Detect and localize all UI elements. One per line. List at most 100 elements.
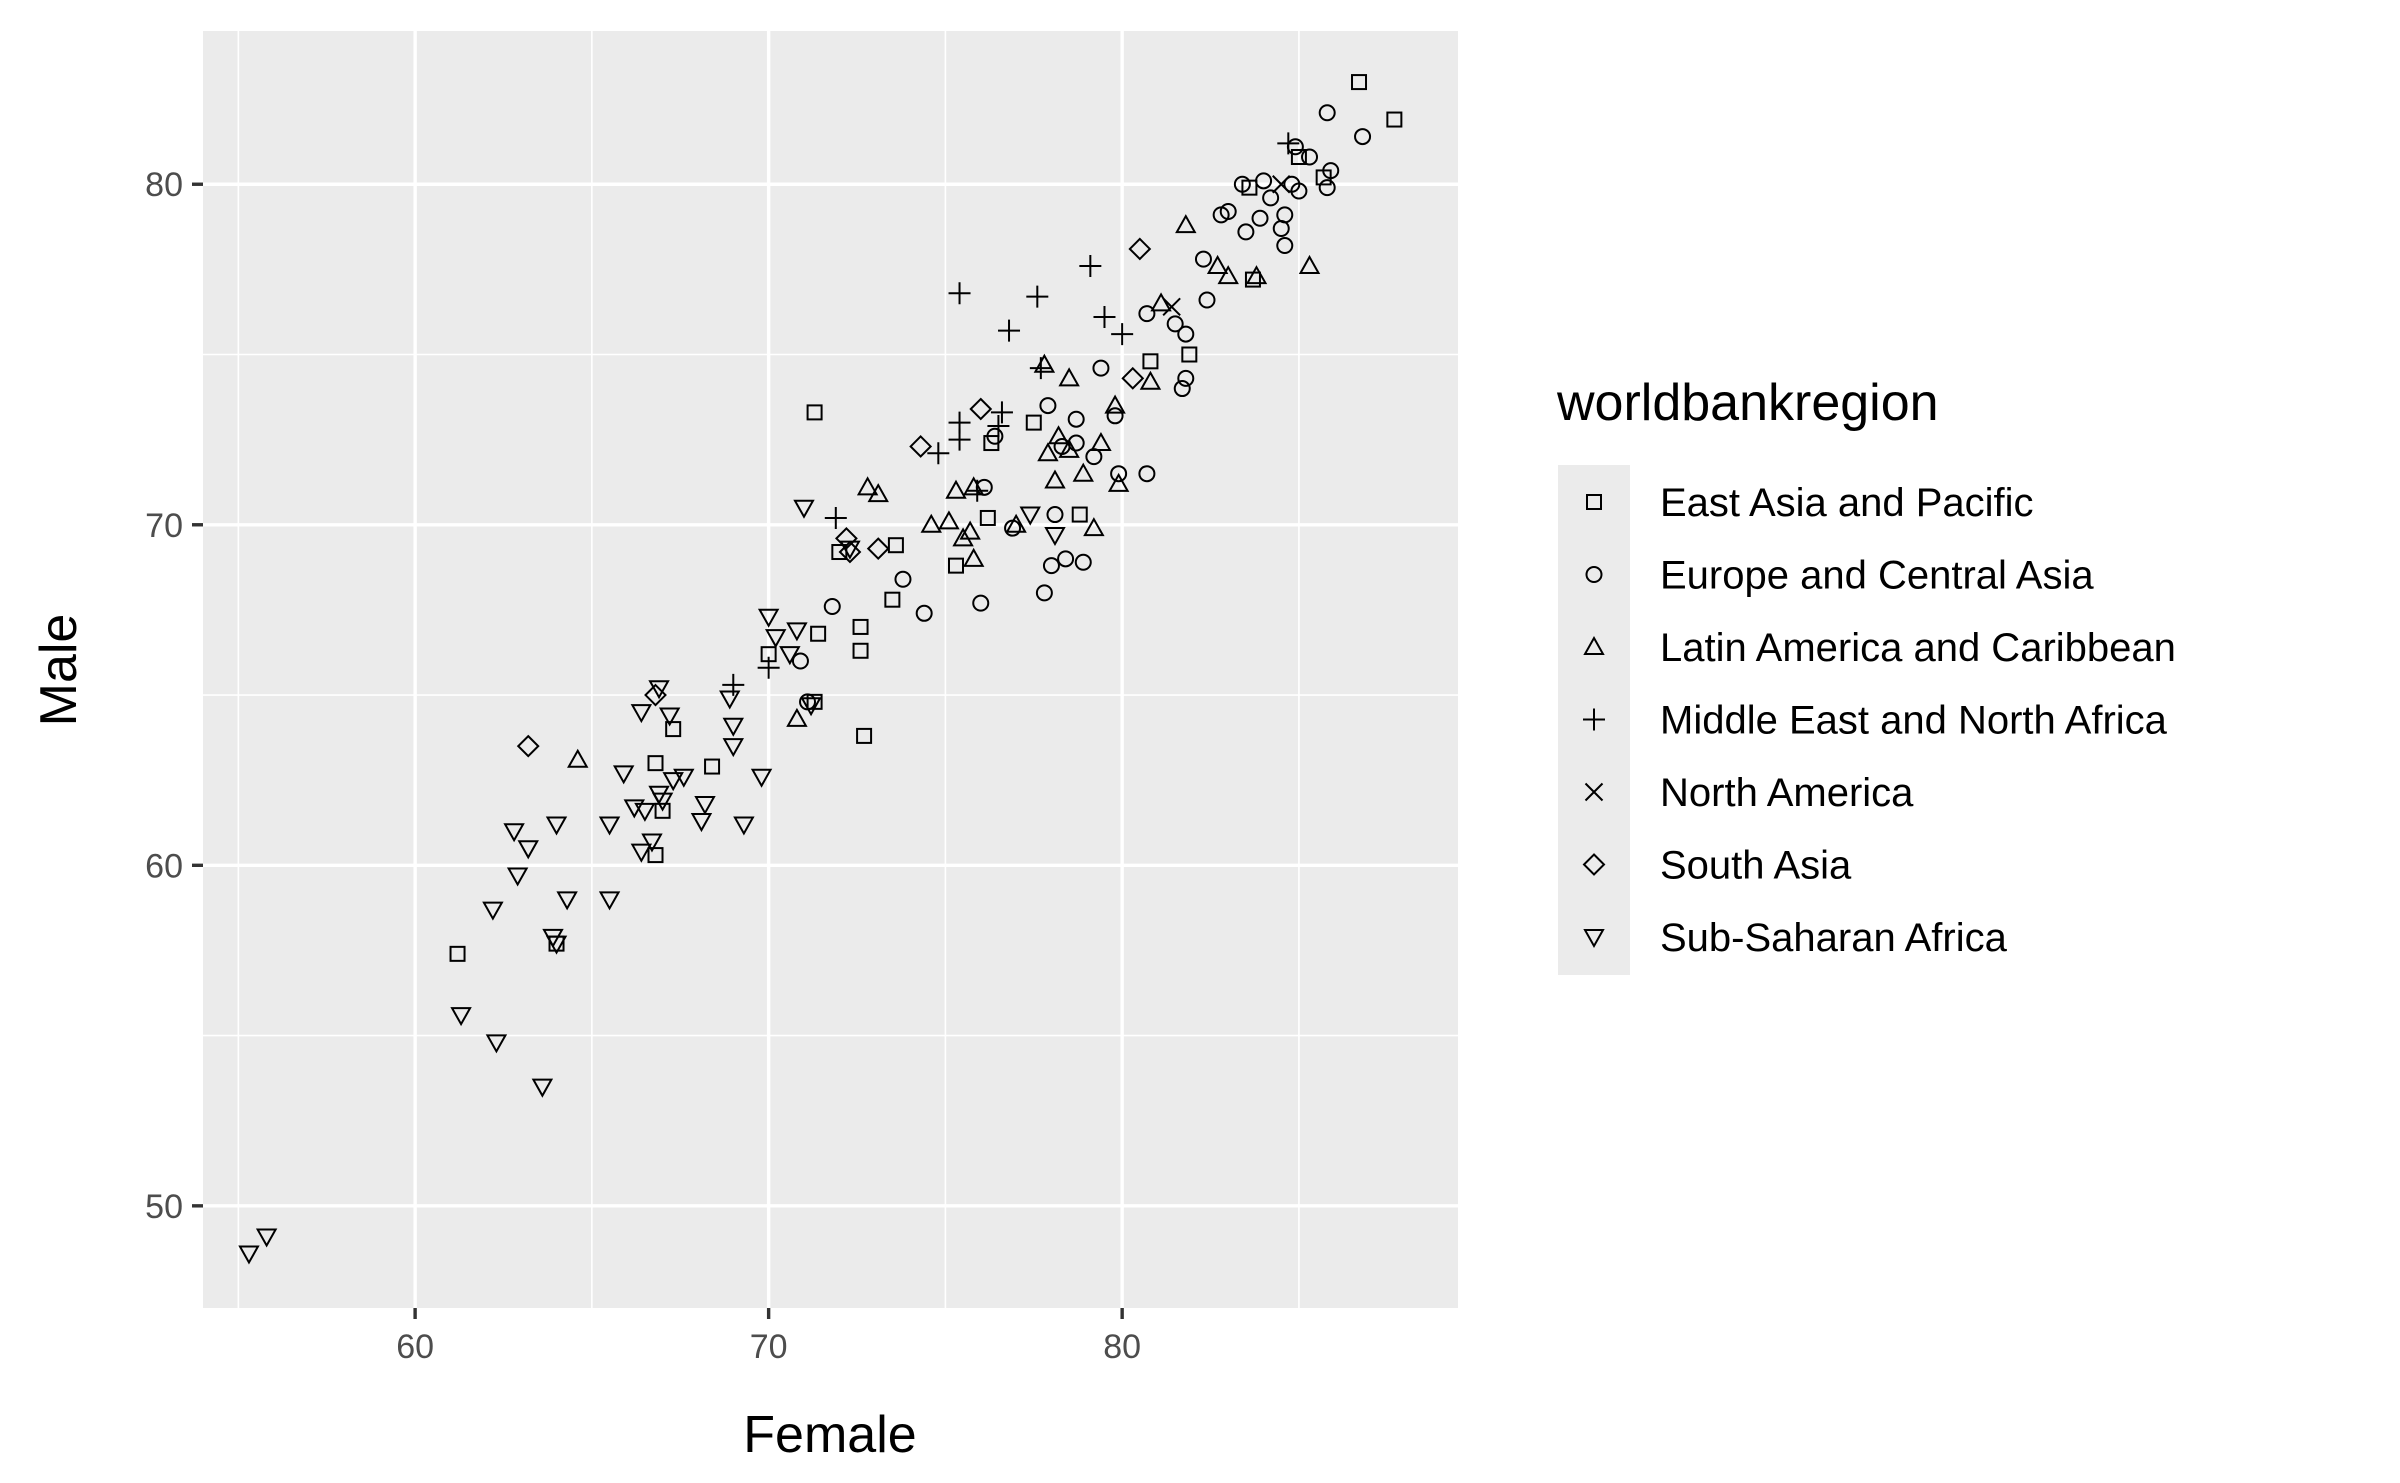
point-sub-saharan-africa	[630, 843, 653, 863]
point-middle-east-and-north-africa	[1277, 132, 1300, 155]
point-europe-and-central-asia	[1301, 148, 1319, 166]
point-europe-and-central-asia	[1177, 369, 1195, 387]
point-latin-america-and-caribbean	[1150, 292, 1172, 312]
point-europe-and-central-asia	[1354, 128, 1372, 146]
point-latin-america-and-caribbean	[1072, 462, 1094, 482]
x-tick-label: 60	[396, 1328, 434, 1366]
point-europe-and-central-asia	[1255, 172, 1273, 190]
point-latin-america-and-caribbean	[962, 547, 985, 567]
legend-title: worldbankregion	[1556, 374, 1939, 432]
point-sub-saharan-africa	[658, 707, 681, 727]
point-europe-and-central-asia	[1318, 179, 1336, 197]
point-europe-and-central-asia	[1322, 162, 1340, 180]
point-latin-america-and-caribbean	[1058, 367, 1080, 387]
point-latin-america-and-caribbean	[1206, 254, 1229, 274]
point-sub-saharan-africa	[786, 622, 808, 642]
point-north-america	[1162, 297, 1181, 317]
point-latin-america-and-caribbean	[867, 483, 889, 503]
point-sub-saharan-africa	[690, 813, 713, 833]
point-east-asia-and-pacific	[1181, 346, 1198, 363]
point-middle-east-and-north-africa	[1029, 357, 1052, 380]
point-europe-and-central-asia	[1039, 397, 1057, 415]
point-europe-and-central-asia	[1046, 506, 1064, 524]
legend-label-europe-and-central-asia: Europe and Central Asia	[1660, 554, 2094, 598]
point-middle-east-and-north-africa	[990, 401, 1013, 424]
point-middle-east-and-north-africa	[1026, 285, 1049, 308]
point-sub-saharan-africa	[648, 680, 670, 700]
point-europe-and-central-asia	[1166, 315, 1184, 333]
point-latin-america-and-caribbean	[1090, 432, 1112, 452]
point-east-asia-and-pacific	[1351, 74, 1368, 91]
point-middle-east-and-north-africa	[1111, 323, 1134, 346]
point-east-asia-and-pacific	[449, 945, 466, 962]
panel-background	[203, 31, 1458, 1308]
point-east-asia-and-pacific	[884, 591, 901, 608]
y-tick-label: 70	[145, 507, 183, 545]
point-europe-and-central-asia	[1272, 220, 1290, 238]
y-tick-label: 50	[145, 1188, 183, 1226]
point-latin-america-and-caribbean	[1044, 469, 1066, 489]
point-europe-and-central-asia	[1042, 557, 1060, 575]
point-east-asia-and-pacific	[856, 727, 873, 744]
point-east-asia-and-pacific	[647, 847, 664, 864]
point-south-asia	[909, 435, 933, 458]
point-europe-and-central-asia	[1138, 305, 1156, 323]
point-sub-saharan-africa	[517, 840, 539, 860]
point-east-asia-and-pacific	[647, 755, 664, 772]
point-east-asia-and-pacific	[948, 557, 964, 574]
point-europe-and-central-asia	[1177, 325, 1195, 343]
point-east-asia-and-pacific	[654, 802, 671, 819]
point-middle-east-and-north-africa	[824, 506, 847, 529]
point-europe-and-central-asia	[1194, 250, 1212, 268]
point-sub-saharan-africa	[733, 816, 755, 836]
point-south-asia	[838, 540, 862, 564]
point-sub-saharan-africa	[506, 867, 529, 887]
point-sub-saharan-africa	[556, 891, 578, 911]
point-middle-east-and-north-africa	[948, 282, 971, 305]
legend-label-north-america: North America	[1660, 771, 1914, 815]
point-sub-saharan-africa	[722, 717, 744, 737]
legend-key-east-asia-and-pacific	[1586, 494, 1602, 510]
point-latin-america-and-caribbean	[786, 707, 808, 727]
point-europe-and-central-asia	[894, 570, 912, 588]
legend-label-middle-east-and-north-africa: Middle East and North Africa	[1660, 699, 2168, 743]
point-south-asia	[516, 734, 540, 758]
point-sub-saharan-africa	[793, 499, 815, 519]
point-europe-and-central-asia	[1276, 237, 1294, 255]
point-middle-east-and-north-africa	[998, 319, 1021, 342]
point-sub-saharan-africa	[598, 816, 621, 836]
point-middle-east-and-north-africa	[966, 479, 989, 502]
point-sub-saharan-africa	[1019, 506, 1041, 526]
x-axis-title: Female	[743, 1406, 916, 1464]
point-south-asia	[1128, 237, 1152, 261]
point-europe-and-central-asia	[1067, 410, 1085, 428]
legend-label-south-asia: South Asia	[1660, 844, 1852, 888]
point-latin-america-and-caribbean	[1139, 370, 1162, 390]
y-tick-label: 60	[145, 847, 183, 885]
point-europe-and-central-asia	[1198, 291, 1216, 309]
point-sub-saharan-africa	[651, 792, 674, 812]
point-latin-america-and-caribbean	[1058, 438, 1080, 458]
y-axis-title: Male	[30, 614, 88, 727]
point-europe-and-central-asia	[1110, 465, 1128, 483]
point-sub-saharan-africa	[641, 833, 663, 853]
point-sub-saharan-africa	[1044, 526, 1066, 547]
point-latin-america-and-caribbean	[945, 479, 967, 499]
point-latin-america-and-caribbean	[1037, 442, 1059, 462]
point-sub-saharan-africa	[623, 799, 646, 819]
legend: worldbankregion East Asia and Pacific Eur…	[1556, 374, 2176, 975]
x-tick-label: 70	[750, 1328, 788, 1366]
point-europe-and-central-asia	[1318, 104, 1336, 122]
point-europe-and-central-asia	[791, 652, 809, 670]
point-europe-and-central-asia	[1057, 550, 1075, 568]
point-europe-and-central-asia	[1106, 407, 1124, 425]
legend-label-sub-saharan-africa: Sub-Saharan Africa	[1660, 916, 2008, 960]
legend-key-south-asia	[1582, 853, 1606, 876]
point-sub-saharan-africa	[531, 1078, 554, 1098]
point-europe-and-central-asia	[1138, 465, 1156, 483]
point-latin-america-and-caribbean	[1298, 254, 1321, 274]
point-europe-and-central-asia	[1035, 584, 1053, 602]
point-latin-america-and-caribbean	[1005, 513, 1027, 533]
point-south-asia	[834, 526, 858, 550]
point-latin-america-and-caribbean	[938, 510, 960, 530]
